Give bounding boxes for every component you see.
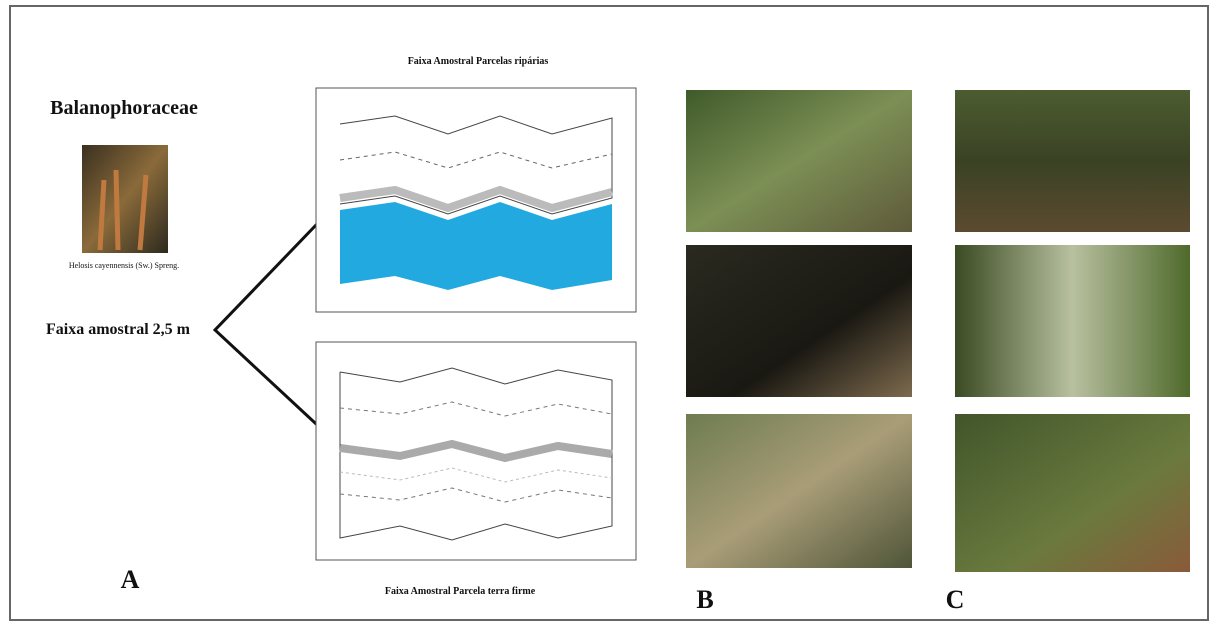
body: {"panel_a": {"family": "Balanophoraceae"…	[0, 0, 1213, 628]
photo	[686, 245, 912, 397]
figure: Balanophoraceae Helosis cayennensis (Sw.…	[0, 0, 1213, 628]
photo	[955, 414, 1190, 572]
photo	[686, 414, 912, 568]
photo	[955, 245, 1190, 397]
upland-title: Faixa Amostral Parcela terra firme	[385, 586, 536, 597]
species-caption: Helosis cayennensis (Sw.) Spreng.	[69, 261, 179, 270]
page: Figure html, body { margin: 0; padding: …	[0, 0, 1213, 628]
panel-label: B	[696, 585, 713, 614]
photo	[686, 90, 912, 232]
panel-label: A	[121, 565, 140, 594]
strip-label: Faixa amostral 2,5 m	[46, 321, 191, 338]
family-name: Balanophoraceae	[50, 97, 198, 119]
river	[340, 202, 612, 290]
riparian-title: Faixa Amostral Parcelas ripárias	[408, 56, 549, 67]
photo	[955, 90, 1190, 232]
species-photo	[82, 145, 168, 253]
panel-label: C	[946, 585, 965, 614]
